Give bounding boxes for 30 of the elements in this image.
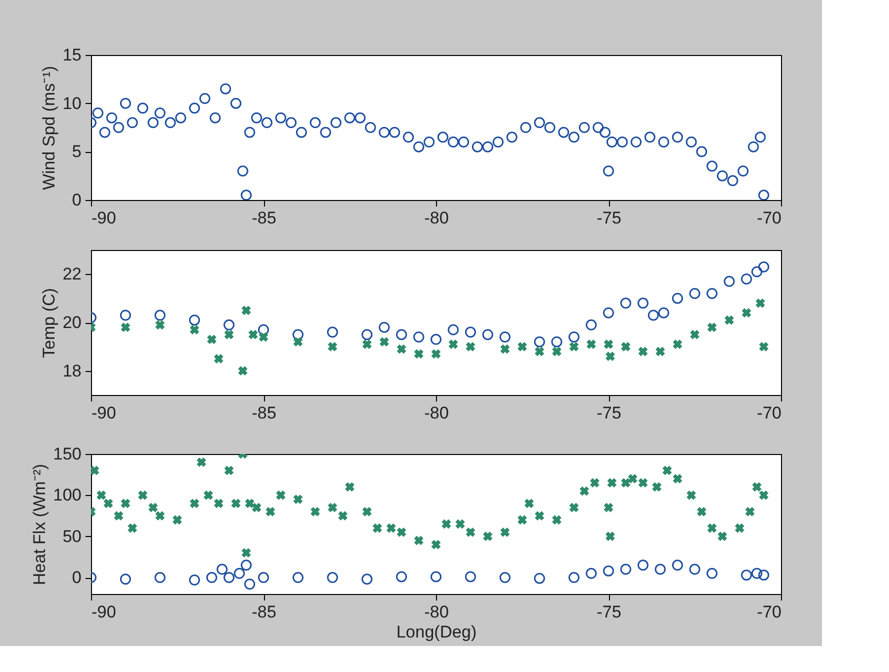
x-tick-label: -75 [596,602,622,622]
y-axis-title: Temp (C) [40,288,59,358]
y-axis-title: Heat Flx (Wm⁻²) [30,464,50,586]
y-tick-label: 18 [62,361,82,380]
x-tick-label: -75 [596,404,622,422]
y-tick-label: 0 [72,568,82,588]
x-tick-label: -90 [92,602,116,622]
x-tick-label: -80 [424,602,449,622]
y-tick-label: 100 [53,486,82,505]
y-tick-label: 0 [72,190,82,210]
x-tick-label: -80 [424,404,449,422]
x-tick-label: -80 [424,208,449,228]
y-tick-label: 10 [62,94,82,113]
x-tick-label: -75 [596,208,622,228]
x-tick-label: -90 [92,208,116,228]
y-tick-label: 5 [72,142,82,162]
y-tick-label: 20 [62,313,82,332]
y-tick-label: 50 [62,526,82,546]
y-tick-label: 15 [62,46,82,64]
x-tick-label: -85 [252,602,276,622]
x-tick-label: -70 [756,404,782,422]
x-axis-title: Long(Deg) [396,622,477,642]
x-tick-label: -90 [92,404,116,422]
x-tick-label: -70 [756,602,782,622]
y-tick-label: 150 [53,444,82,464]
x-tick-label: -70 [756,208,782,228]
x-tick-label: -85 [252,208,276,228]
y-axis-title: Wind Spd (ms⁻¹) [40,66,59,190]
y-tick-label: 22 [62,264,82,284]
x-tick-label: -85 [252,404,276,422]
